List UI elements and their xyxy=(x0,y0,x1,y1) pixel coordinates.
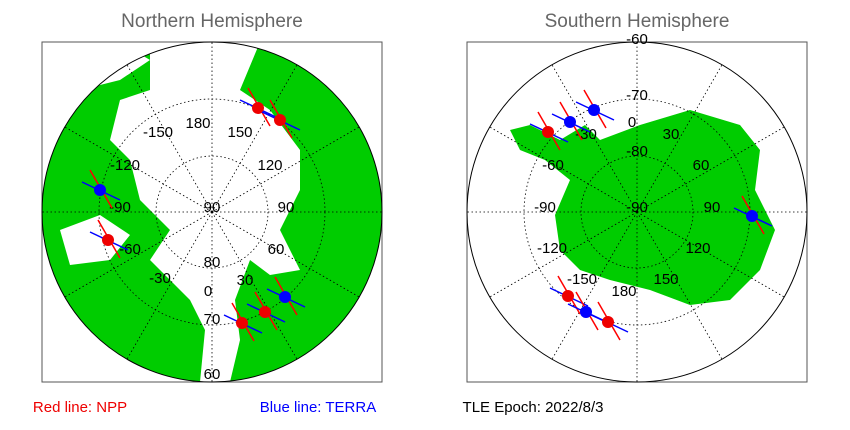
lon-label: 60 xyxy=(268,241,285,258)
lat-label: -70 xyxy=(626,87,648,104)
lon-label: 150 xyxy=(653,271,678,288)
terra-position xyxy=(580,306,592,318)
lon-label: 180 xyxy=(185,115,210,132)
grid-meridian xyxy=(489,126,638,213)
lon-label: -120 xyxy=(110,157,140,174)
npp-position xyxy=(602,316,614,328)
tle-epoch: TLE Epoch: 2022/8/3 xyxy=(463,399,604,416)
grid-meridian xyxy=(64,126,213,213)
legend-terra: Blue line: TERRA xyxy=(260,399,376,416)
grid-meridian xyxy=(64,211,213,298)
panel-title: Southern Hemisphere xyxy=(545,11,730,32)
lon-label: -90 xyxy=(534,199,556,216)
lon-label: -60 xyxy=(119,241,141,258)
grid-meridian xyxy=(126,64,213,213)
terra-position xyxy=(94,184,106,196)
lat-label: 70 xyxy=(204,311,221,328)
lon-label: 90 xyxy=(278,199,295,216)
lat-label: -60 xyxy=(626,31,648,48)
grid-meridian xyxy=(211,126,360,213)
lon-label: -60 xyxy=(542,157,564,174)
grid-meridian xyxy=(211,64,298,213)
panel-title: Northern Hemisphere xyxy=(121,11,303,32)
npp-position xyxy=(274,114,286,126)
lon-label: 120 xyxy=(685,240,710,257)
lon-label: -120 xyxy=(537,240,567,257)
npp-position xyxy=(259,306,271,318)
lon-label: -150 xyxy=(567,271,597,288)
lat-label: 90 xyxy=(204,199,221,216)
lat-label: -80 xyxy=(626,143,648,160)
lat-label: 60 xyxy=(204,366,221,383)
grid-meridian xyxy=(636,64,723,213)
lon-label: -30 xyxy=(149,270,171,287)
grid-meridian xyxy=(126,211,213,360)
grid-meridian xyxy=(489,211,638,298)
npp-position xyxy=(542,126,554,138)
map-edge xyxy=(41,41,383,383)
terra-position xyxy=(564,116,576,128)
lat-label: -90 xyxy=(626,199,648,216)
map-edge xyxy=(466,41,808,383)
terra-position xyxy=(746,210,758,222)
grid-meridian xyxy=(551,64,638,213)
lon-label: -90 xyxy=(109,199,131,216)
land xyxy=(510,110,775,305)
lon-label: 30 xyxy=(663,126,680,143)
lon-label: 180 xyxy=(611,283,636,300)
npp-position xyxy=(252,102,264,114)
grid-meridian xyxy=(636,211,785,298)
grid-meridian xyxy=(211,211,360,298)
grid-meridian xyxy=(211,211,298,360)
npp-position xyxy=(236,317,248,329)
npp-position xyxy=(562,290,574,302)
grid-meridian xyxy=(551,211,638,360)
lon-label: 120 xyxy=(257,157,282,174)
lon-label: 0 xyxy=(204,283,212,300)
lon-label: -150 xyxy=(143,124,173,141)
lon-label: 150 xyxy=(227,124,252,141)
npp-position xyxy=(102,234,114,246)
terra-position xyxy=(279,291,291,303)
lon-label: 30 xyxy=(237,272,254,289)
grid-meridian xyxy=(636,211,723,360)
lat-label: 80 xyxy=(204,254,221,271)
lon-label: 0 xyxy=(628,114,636,131)
grid-meridian xyxy=(636,126,785,213)
lon-label: 60 xyxy=(693,157,710,174)
terra-position xyxy=(588,104,600,116)
legend-npp: Red line: NPP xyxy=(33,399,127,416)
lon-label: 90 xyxy=(704,199,721,216)
